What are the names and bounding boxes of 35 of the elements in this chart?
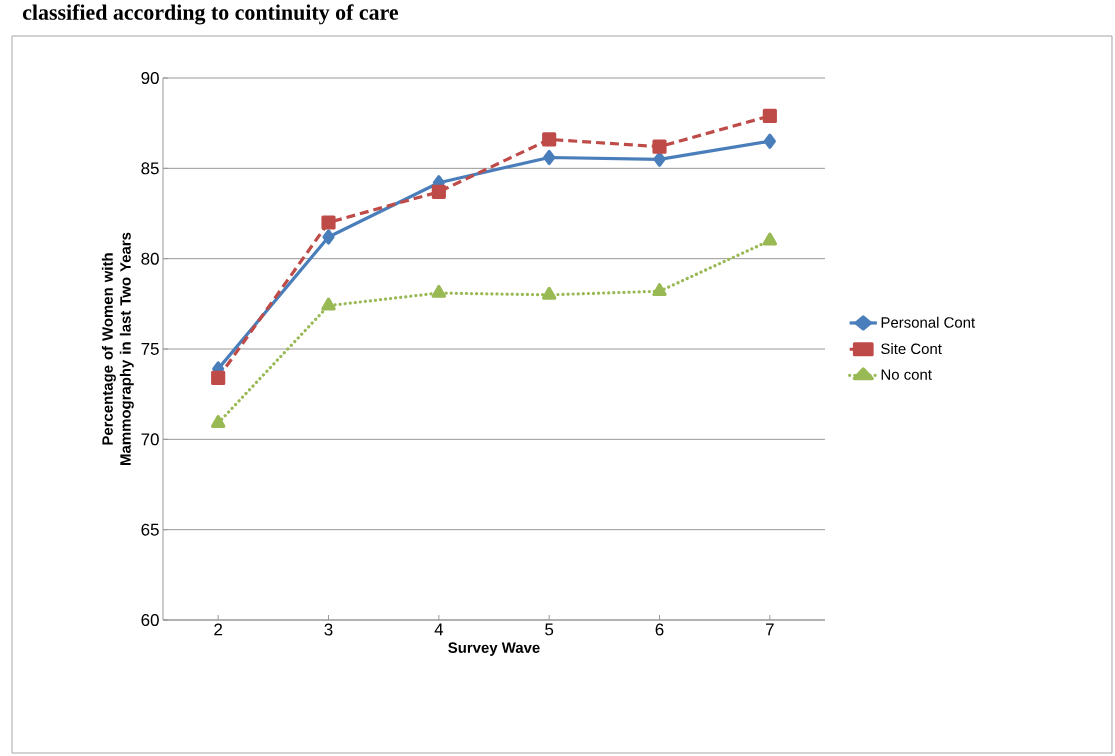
point (763, 133, 776, 149)
point (542, 132, 557, 147)
y-tick-label: 90 (141, 72, 159, 85)
point (543, 149, 556, 166)
y-tick-label: 85 (141, 162, 159, 175)
point (431, 284, 447, 298)
chart-title: classified according to continuity of care (22, 4, 399, 25)
x-tick-label: 5 (545, 623, 554, 636)
legend-label: Personal Cont (881, 316, 976, 328)
point (762, 108, 777, 124)
y-axis-title: Percentage of Women with Mammography in last Two Years (101, 232, 134, 465)
point (211, 370, 226, 385)
point (652, 283, 667, 297)
y-tick-label: 70 (141, 433, 159, 446)
point (210, 415, 226, 428)
point (322, 229, 335, 245)
x-tick-label: 7 (766, 623, 774, 636)
x-tick-label: 4 (434, 623, 444, 636)
x-tick-label: 3 (324, 623, 333, 636)
y-tick-label: 80 (141, 252, 159, 265)
point (321, 215, 336, 230)
y-tick-label: 65 (141, 523, 159, 536)
point (541, 286, 557, 300)
point (652, 139, 667, 154)
y-tick-label: 60 (141, 614, 159, 627)
legend-label: No cont (881, 369, 932, 380)
y-tick-label: 75 (141, 343, 159, 355)
point (431, 184, 446, 199)
point (653, 151, 666, 167)
legend-label: Site Cont (881, 343, 942, 355)
x-axis-title: Survey Wave (448, 642, 540, 656)
point (321, 297, 336, 311)
x-tick-label: 6 (655, 623, 664, 636)
x-tick-label: 2 (214, 623, 223, 636)
point (762, 232, 778, 246)
